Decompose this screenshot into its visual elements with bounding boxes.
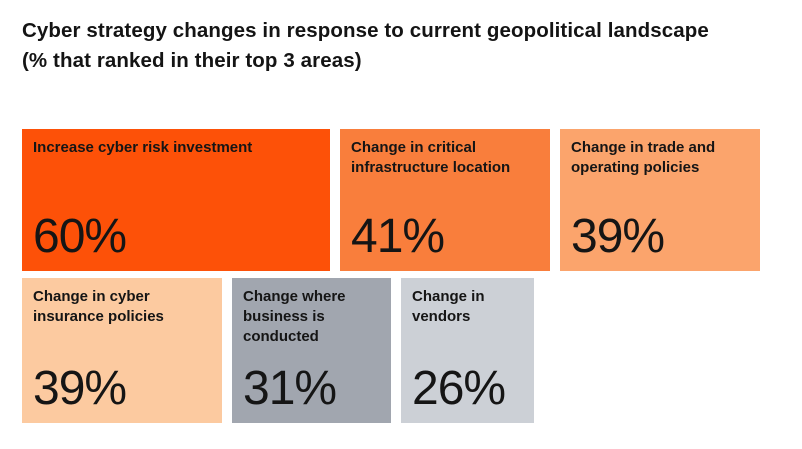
tile-label: Change where business is conducted — [243, 288, 346, 345]
chart-subtitle: (% that ranked in their top 3 areas) — [22, 49, 362, 72]
treemap-tile-trade-and-operating-policies: Change in trade and operating policies 3… — [560, 129, 760, 271]
tile-label: Increase cyber risk investment — [33, 139, 253, 156]
chart-title: Cyber strategy changes in response to cu… — [22, 19, 709, 42]
tile-label: Change in vendors — [412, 288, 485, 325]
treemap-tile-increase-cyber-risk-investment: Increase cyber risk investment 60% — [22, 129, 330, 271]
treemap-tile-where-business-is-conducted: Change where business is conducted 31% — [232, 278, 391, 423]
tile-label: Change in critical infrastructure locati… — [351, 139, 511, 176]
tile-value: 26% — [412, 362, 506, 415]
tile-value: 60% — [33, 210, 127, 263]
tile-label: Change in cyber insurance policies — [33, 288, 164, 325]
tile-value: 39% — [33, 362, 127, 415]
treemap-row-2: Change in cyber insurance policies 39% C… — [22, 278, 760, 423]
tile-value: 31% — [243, 362, 337, 415]
treemap-tile-cyber-insurance-policies: Change in cyber insurance policies 39% — [22, 278, 222, 423]
tile-label: Change in trade and operating policies — [571, 139, 716, 176]
treemap: Increase cyber risk investment 60% Chang… — [22, 129, 760, 423]
tile-value: 41% — [351, 210, 445, 263]
treemap-row-1: Increase cyber risk investment 60% Chang… — [22, 129, 760, 271]
tile-value: 39% — [571, 210, 665, 263]
treemap-tile-critical-infrastructure-location: Change in critical infrastructure locati… — [340, 129, 550, 271]
chart-header: Cyber strategy changes in response to cu… — [22, 16, 732, 76]
treemap-tile-vendors: Change in vendors 26% — [401, 278, 534, 423]
